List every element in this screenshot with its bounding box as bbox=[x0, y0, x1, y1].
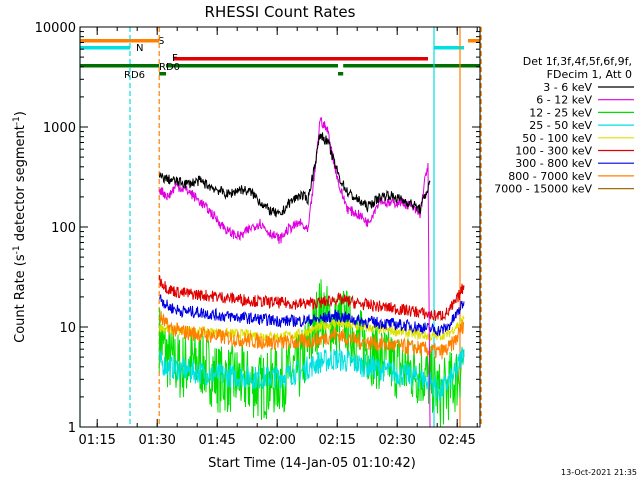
legend-label: 3 - 6 keV bbox=[543, 81, 592, 94]
legend-label: 50 - 100 keV bbox=[522, 132, 592, 145]
legend-label: 6 - 12 keV bbox=[536, 94, 592, 107]
x-tick-label: 01:45 bbox=[198, 433, 235, 448]
x-axis: 01:15 01:30 01:45 02:00 02:15 02:30 02:45 bbox=[78, 27, 478, 448]
x-axis-label: Start Time (14-Jan-05 01:10:42) bbox=[208, 456, 416, 471]
y-tick-label: 10 bbox=[59, 321, 76, 336]
y-tick-label: 10000 bbox=[35, 21, 76, 36]
flag-bar-rd0 bbox=[159, 72, 166, 76]
flag-label-s: S bbox=[158, 36, 164, 47]
date-stamp: 13-Oct-2021 21:35 bbox=[561, 468, 637, 477]
series-line bbox=[159, 294, 465, 336]
x-tick-label: 02:45 bbox=[438, 433, 475, 448]
y-axis-label-main: Count Rate (s bbox=[13, 254, 28, 343]
flag-bar-n bbox=[80, 46, 130, 50]
x-tick-label: 01:15 bbox=[78, 433, 115, 448]
series-line bbox=[158, 346, 465, 403]
flag-bar-rd6 bbox=[166, 64, 338, 68]
y-tick-label: 1 bbox=[68, 421, 76, 436]
legend-label: 300 - 800 keV bbox=[515, 157, 592, 170]
legend: Det 1f,3f,4f,5f,6f,9f, FDecim 1, Att 0 3… bbox=[494, 55, 634, 196]
y-axis-label-close: ) bbox=[13, 111, 28, 116]
flag-label-rd6: RD6 bbox=[124, 70, 145, 81]
chart-title: RHESSI Count Rates bbox=[205, 3, 356, 21]
series-line bbox=[158, 311, 465, 360]
flag-bar-n bbox=[434, 46, 464, 50]
y-tick-label: 1000 bbox=[43, 121, 76, 136]
flag-bar-s bbox=[80, 39, 160, 43]
legend-header-line-1: Det 1f,3f,4f,5f,6f,9f, bbox=[523, 55, 632, 68]
x-tick-label: 01:30 bbox=[138, 433, 175, 448]
flag-label-n: N bbox=[136, 43, 143, 54]
legend-label: 12 - 25 keV bbox=[529, 106, 592, 119]
legend-label: 800 - 7000 keV bbox=[508, 170, 592, 183]
legend-label: 100 - 300 keV bbox=[515, 145, 592, 158]
flag-bar-rd0 bbox=[338, 72, 344, 76]
flag-bar-rd6 bbox=[343, 64, 480, 68]
flag-bar-f bbox=[174, 57, 428, 61]
series-line bbox=[158, 132, 431, 218]
legend-header-line-2: FDecim 1, Att 0 bbox=[547, 68, 632, 81]
flag-label-rd0: RD0 bbox=[159, 62, 180, 73]
legend-label: 25 - 50 keV bbox=[529, 119, 592, 132]
y-axis-label-sup2: -1 bbox=[12, 116, 22, 125]
series-line bbox=[158, 275, 465, 322]
y-axis-label-sup: -1 bbox=[12, 245, 22, 254]
y-axis: 1 10 100 1000 10000 bbox=[35, 21, 480, 436]
flag-bar-rd6 bbox=[80, 64, 160, 68]
flag-bar-s bbox=[468, 39, 480, 43]
y-axis-label-tail: detector segment bbox=[13, 125, 28, 245]
flag-label-f: F bbox=[172, 53, 178, 64]
flag-bars: S N F RD6 RD0 bbox=[80, 36, 480, 81]
data-series bbox=[158, 117, 465, 428]
x-tick-label: 02:00 bbox=[258, 433, 295, 448]
y-tick-label: 100 bbox=[51, 221, 76, 236]
x-tick-label: 02:30 bbox=[378, 433, 415, 448]
y-axis-label: Count Rate (s-1 detector segment-1) bbox=[12, 111, 28, 343]
legend-label: 7000 - 15000 keV bbox=[494, 183, 592, 196]
x-tick-label: 02:15 bbox=[318, 433, 355, 448]
